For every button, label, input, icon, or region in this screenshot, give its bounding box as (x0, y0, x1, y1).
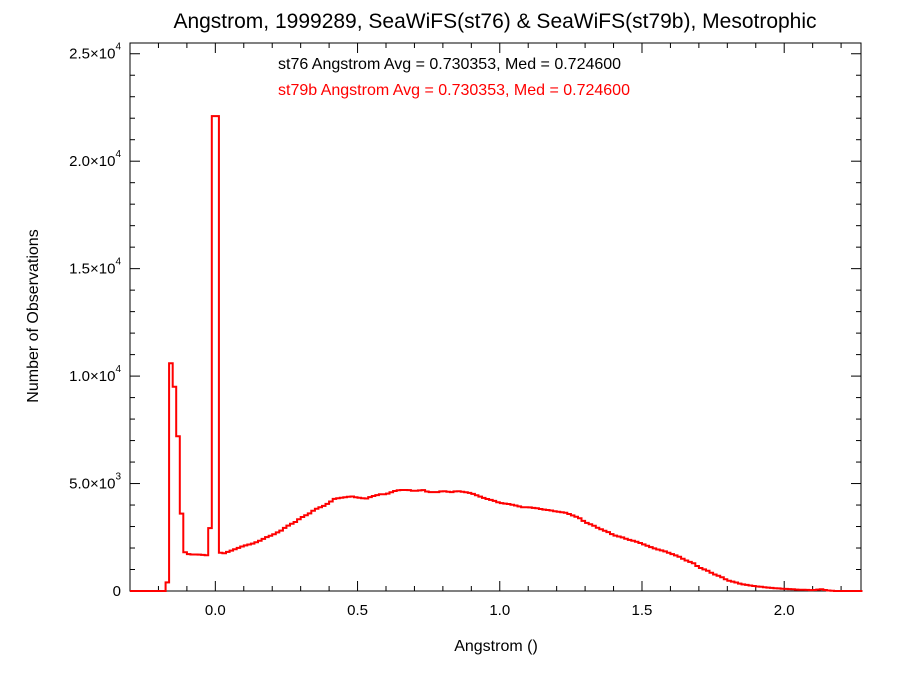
series-st76-line (130, 115, 863, 592)
y-tick-mantissa: 2.5×10 (69, 46, 115, 63)
y-tick-label: 1.5×104 (69, 257, 121, 278)
y-tick-label: 2.5×104 (69, 42, 121, 63)
y-tick-exponent: 4 (115, 42, 121, 53)
series-layer (130, 115, 863, 592)
y-tick-mantissa: 1.0×10 (69, 368, 115, 385)
y-tick-label: 5.0×103 (69, 472, 121, 493)
axis-ticks: 0.0 0.5 1.0 1.5 2.005.0×1031.0×1041.5×1042.0… (69, 42, 861, 619)
plot-frame (129, 42, 862, 592)
y-tick-mantissa: 1.5×10 (69, 261, 115, 278)
y-axis-label: Number of Observations (25, 229, 42, 402)
chart-title: Angstrom, 1999289, SeaWiFS(st76) & SeaWi… (173, 10, 816, 33)
x-tick-label: 2.0 (774, 602, 795, 619)
y-tick-mantissa: 5.0×10 (69, 476, 115, 493)
y-tick-label: 2.0×104 (69, 149, 121, 170)
annotation-st76: st76 Angstrom Avg = 0.730353, Med = 0.72… (278, 56, 621, 73)
y-tick-mantissa: 0 (113, 583, 121, 600)
y-tick-exponent: 4 (115, 364, 121, 375)
y-tick-mantissa: 2.0×10 (69, 153, 115, 170)
y-tick-exponent: 4 (115, 149, 121, 160)
series-st79b-line (130, 115, 863, 592)
x-tick-label: 1.0 (489, 602, 510, 619)
annotation-st79b: st79b Angstrom Avg = 0.730353, Med = 0.7… (278, 82, 630, 99)
y-tick-exponent: 3 (115, 472, 121, 483)
y-tick-label: 1.0×104 (69, 364, 121, 385)
y-tick-exponent: 4 (115, 257, 121, 268)
x-tick-label: 0.5 (347, 602, 368, 619)
x-axis-label: Angstrom () (454, 638, 538, 655)
y-tick-label: 0 (113, 583, 121, 600)
x-tick-label: 1.5 (632, 602, 653, 619)
x-tick-label: 0.0 (205, 602, 226, 619)
